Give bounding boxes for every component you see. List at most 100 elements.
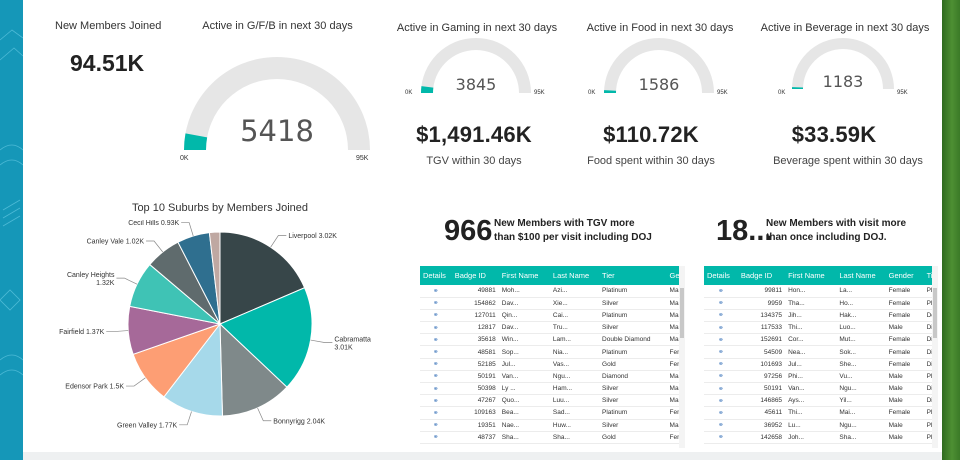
details-link-icon[interactable]: ⚭	[420, 419, 452, 432]
table-cell: Ngu...	[836, 382, 886, 396]
details-link-icon[interactable]: ⚭	[420, 382, 452, 396]
table-row[interactable]: ⚭ 48581 Sop... Nia... Platinum Fen	[420, 345, 685, 359]
details-link-icon[interactable]: ⚭	[704, 431, 738, 444]
tgv-table-column-header[interactable]: Details	[420, 266, 452, 285]
table-row[interactable]: ⚭ 35618 Win... Lam... Double Diamond Mal	[420, 333, 685, 347]
table-cell: Platinum	[599, 406, 667, 420]
gauge-gaming-max-label: 95K	[534, 90, 545, 96]
visit-table-column-header[interactable]: Gender	[885, 266, 924, 285]
table-cell: 50191	[451, 370, 499, 384]
table-cell: Tha...	[785, 297, 837, 310]
details-link-icon[interactable]: ⚭	[420, 431, 452, 444]
table-row[interactable]: ⚭ 127011 Qin... Cai... Platinum Mal	[420, 309, 685, 323]
table-cell: Male	[885, 382, 924, 396]
details-link-icon[interactable]: ⚭	[704, 345, 738, 359]
details-link-icon[interactable]: ⚭	[704, 321, 738, 335]
details-link-icon[interactable]: ⚭	[420, 406, 452, 420]
visit-table-header-row: Details Badge ID First Name Last Name Gender…	[704, 266, 938, 285]
table-row[interactable]: ⚭ 154862 Dav... Xie... Silver Mal	[420, 297, 685, 310]
pie-slice-bonnyrigg[interactable]	[219, 322, 288, 417]
details-link-icon[interactable]: ⚭	[704, 370, 738, 384]
pie-data-label: Cecil Hills 0.93K	[128, 220, 179, 227]
table-cell: Lam...	[549, 333, 600, 347]
details-link-icon[interactable]: ⚭	[704, 358, 738, 371]
tgv-table-scroll-thumb[interactable]	[680, 288, 684, 338]
details-link-icon[interactable]: ⚭	[420, 309, 452, 323]
table-cell: Vu...	[836, 370, 886, 384]
tgv-table-column-header[interactable]: Tier	[599, 266, 667, 285]
visit-table-column-header[interactable]: Details	[704, 266, 738, 285]
details-link-icon[interactable]: ⚭	[704, 382, 738, 396]
pie-slice-other[interactable]	[208, 231, 221, 325]
details-link-icon[interactable]: ⚭	[704, 394, 738, 408]
details-link-icon[interactable]: ⚭	[704, 309, 738, 323]
table-cell: Male	[885, 321, 924, 335]
table-cell: Ngu...	[836, 419, 886, 432]
details-link-icon[interactable]: ⚭	[704, 333, 738, 347]
tgv-table-column-header[interactable]: First Name	[498, 266, 550, 285]
table-row[interactable]: ⚭ 49881 Moh... Azi... Platinum Mal	[420, 285, 685, 298]
table-cell: Luu...	[549, 394, 600, 408]
table-row[interactable]: ⚭ 12817 Dav... Tru... Silver Mal	[420, 321, 685, 335]
table-row[interactable]: ⚭ 48737 Sha... Sha... Gold Fen	[420, 431, 685, 444]
details-link-icon[interactable]: ⚭	[420, 297, 452, 310]
table-cell: Male	[885, 394, 924, 408]
gauge-gaming-track	[421, 38, 531, 93]
details-link-icon[interactable]: ⚭	[420, 370, 452, 384]
table-cell: Tru...	[549, 321, 600, 335]
visit-table-column-header[interactable]: First Name	[785, 266, 837, 285]
table-row[interactable]: ⚭ 47267 Quo... Luu... Silver Mal	[420, 394, 685, 408]
gauge-beverage-value: 1183	[823, 72, 864, 91]
visit-table-column-header[interactable]: Badge ID	[737, 266, 786, 285]
tgv-table-column-header[interactable]: Last Name	[549, 266, 600, 285]
details-link-icon[interactable]: ⚭	[704, 285, 738, 298]
table-cell: Ly ...	[498, 382, 550, 396]
tgv-table-column-header[interactable]: Badge ID	[451, 266, 499, 285]
details-link-icon[interactable]: ⚭	[704, 406, 738, 420]
details-link-icon[interactable]: ⚭	[704, 297, 738, 310]
table-row[interactable]: ⚭ 19351 Nae... Huw... Silver Mal	[420, 419, 685, 432]
visit-table-scroll-thumb[interactable]	[933, 288, 937, 338]
table-cell: 36952	[737, 419, 786, 432]
table-cell: 47267	[451, 394, 499, 408]
details-link-icon[interactable]: ⚭	[420, 333, 452, 347]
details-link-icon[interactable]: ⚭	[704, 419, 738, 432]
table-cell: Sha...	[549, 431, 600, 444]
pie-data-label: Canley Vale 1.02K	[87, 239, 145, 246]
tgv-table-scrollbar[interactable]	[679, 266, 685, 448]
visit-table-scrollbar[interactable]	[932, 266, 938, 448]
table-cell: 49881	[451, 285, 499, 298]
visit-caption-line2: than once including DOJ.	[766, 232, 887, 243]
details-link-icon[interactable]: ⚭	[420, 345, 452, 359]
table-row[interactable]: ⚭ 50191 Van... Ngu... Diamond Mal	[420, 370, 685, 384]
visit-table-column-header[interactable]: Last Name	[836, 266, 886, 285]
gaming-kpi-value: $1,491.46K	[416, 122, 532, 147]
table-cell: Ngu...	[549, 370, 600, 384]
details-link-icon[interactable]: ⚭	[420, 358, 452, 371]
details-link-icon[interactable]: ⚭	[420, 321, 452, 335]
gauge-food: 0K 95K 1586	[588, 38, 728, 96]
details-link-icon[interactable]: ⚭	[420, 285, 452, 298]
table-cell: Sok...	[836, 345, 886, 359]
table-row[interactable]: ⚭ 109163 Bea... Sad... Platinum Fen	[420, 406, 685, 420]
pie-leader-line	[257, 407, 272, 422]
table-row[interactable]: ⚭ 50398 Ly ... Ham... Silver Mal	[420, 382, 685, 396]
table-cell: Joh...	[785, 431, 837, 444]
table-cell: Female	[885, 358, 924, 371]
details-link-icon[interactable]: ⚭	[420, 394, 452, 408]
table-row[interactable]: ⚭ 52185 Jul... Vas... Gold Fen	[420, 358, 685, 371]
pie-data-label: Cabramatta 3.01K	[334, 337, 371, 352]
